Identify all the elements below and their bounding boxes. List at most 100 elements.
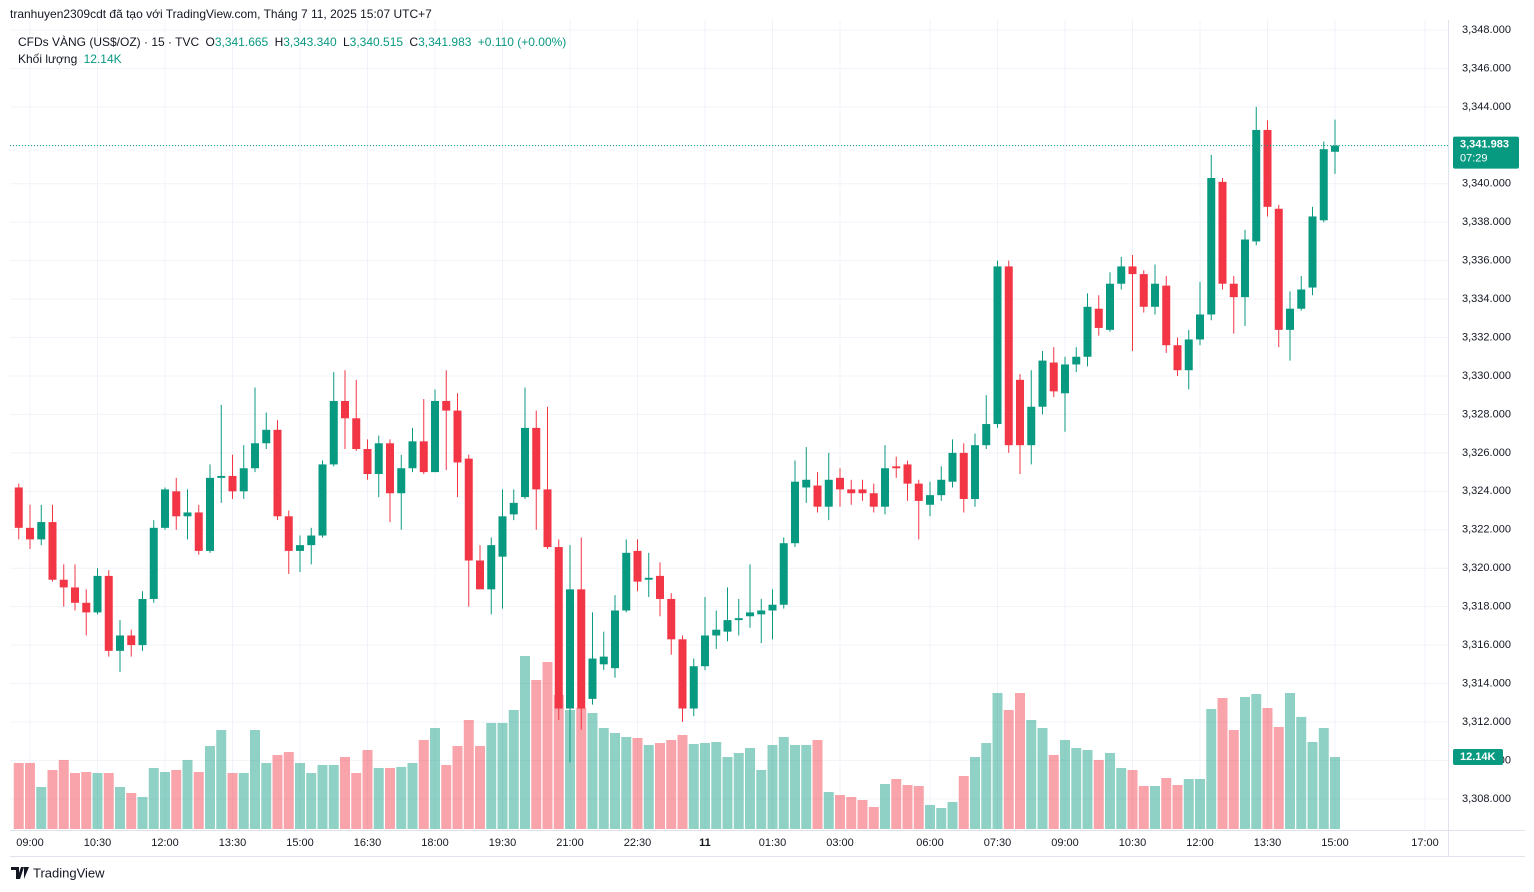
volume-bar [1228, 730, 1239, 829]
candle-body [419, 441, 428, 473]
volume-bar [1296, 716, 1307, 829]
volume-bar [655, 742, 665, 829]
candle-body [127, 635, 136, 646]
candle-body [723, 620, 732, 632]
c-key: C [409, 35, 419, 49]
volume-bar [722, 756, 733, 829]
candle-body [791, 481, 799, 544]
candle-body [318, 464, 327, 536]
candle-body [1027, 406, 1036, 446]
volume-bar [171, 769, 182, 829]
candle-body [442, 400, 451, 411]
x-tick-label: 11 [699, 837, 711, 849]
candle-body [779, 543, 788, 605]
candle-body [1218, 181, 1227, 284]
candle-body [892, 466, 901, 469]
candle-body [813, 485, 822, 507]
volume-bar [441, 765, 452, 829]
volume-bar [1172, 784, 1183, 829]
x-tick-label: 17:00 [1411, 837, 1439, 849]
x-tick-label: 01:30 [759, 837, 787, 849]
volume-bar [936, 808, 947, 829]
x-tick-label: 16:30 [354, 837, 382, 849]
volume-badge-label: 12.14K [1460, 751, 1496, 763]
volume-bar [992, 693, 1003, 829]
volume-bar [677, 734, 688, 829]
volume-layer [13, 655, 1340, 829]
candle-body [1241, 239, 1249, 298]
volume-bar [295, 762, 305, 829]
candle-body [172, 491, 181, 517]
volume-bar [801, 744, 812, 829]
volume-bar [1318, 727, 1329, 829]
volume-bar [272, 754, 283, 829]
y-tick-label: 3,314.000 [1462, 677, 1511, 689]
volume-bar [193, 772, 204, 829]
volume-bar [857, 799, 868, 829]
x-tick-label: 22:30 [624, 837, 652, 849]
volume-bar [1105, 752, 1115, 829]
volume-bar [902, 784, 913, 829]
volume-bar [553, 694, 564, 829]
volume-bar [947, 802, 958, 829]
x-tick-label: 12:00 [1186, 837, 1214, 849]
candle-body [543, 489, 552, 548]
candle-body [1173, 345, 1182, 371]
candle-body [82, 602, 91, 613]
y-tick-label: 3,338.000 [1462, 216, 1511, 228]
volume-bar [565, 709, 575, 829]
candle-body [251, 443, 259, 469]
volume-bar [666, 739, 677, 829]
volume-bar [238, 773, 249, 829]
y-tick-label: 3,318.000 [1462, 601, 1511, 613]
ohlc-legend: CFDs VÀNG (US$/OZ) · 15 · TVC O3,341.665… [18, 35, 569, 49]
volume-bar [317, 765, 328, 829]
candle-body [1286, 308, 1294, 330]
volume-bar [700, 742, 710, 829]
candle-body [566, 589, 574, 709]
candle-body [1297, 289, 1306, 309]
candle-body [194, 512, 203, 551]
candle-body [948, 452, 957, 482]
volume-bar [216, 730, 227, 829]
candle-body [824, 479, 833, 507]
volume-bar [520, 655, 530, 829]
volume-bar [115, 787, 125, 829]
y-tick-label: 3,336.000 [1462, 255, 1511, 267]
candle-body [667, 598, 676, 640]
volume-bar [688, 744, 699, 829]
candle-body [262, 429, 271, 444]
candle-body [993, 266, 1002, 425]
low-value: 3,340.515 [349, 35, 404, 49]
volume-bar [576, 708, 587, 829]
open-value: 3,341.665 [214, 35, 269, 49]
volume-bar [925, 804, 935, 829]
candle-body [869, 493, 878, 507]
x-tick-label: 21:00 [556, 837, 584, 849]
volume-bar [1003, 709, 1014, 829]
footer-brand: TradingView [33, 865, 105, 880]
volume-bar [621, 737, 632, 829]
x-tick-label: 09:00 [16, 837, 44, 849]
volume-bar [1195, 779, 1205, 829]
candle-body [1072, 356, 1081, 365]
symbol: CFDs VÀNG (US$/OZ) · 15 · TVC [18, 35, 200, 49]
candle-body [374, 443, 383, 475]
candle-body [858, 489, 867, 494]
candle-body [206, 477, 214, 551]
candle-body [521, 427, 529, 498]
volume-bar [126, 792, 137, 829]
candle-body [59, 579, 68, 588]
candle-body [1184, 339, 1193, 371]
volume-bar [283, 752, 294, 829]
candle-body [1049, 362, 1058, 392]
candle-body [1331, 145, 1339, 152]
candle-body [1139, 274, 1148, 307]
volume-bar [418, 739, 429, 829]
h-key: H [274, 35, 284, 49]
candle-body [138, 598, 147, 646]
candle-body [757, 610, 766, 615]
y-tick-label: 3,328.000 [1462, 408, 1511, 420]
candle-body [622, 552, 631, 611]
y-tick-label: 3,332.000 [1462, 331, 1511, 343]
